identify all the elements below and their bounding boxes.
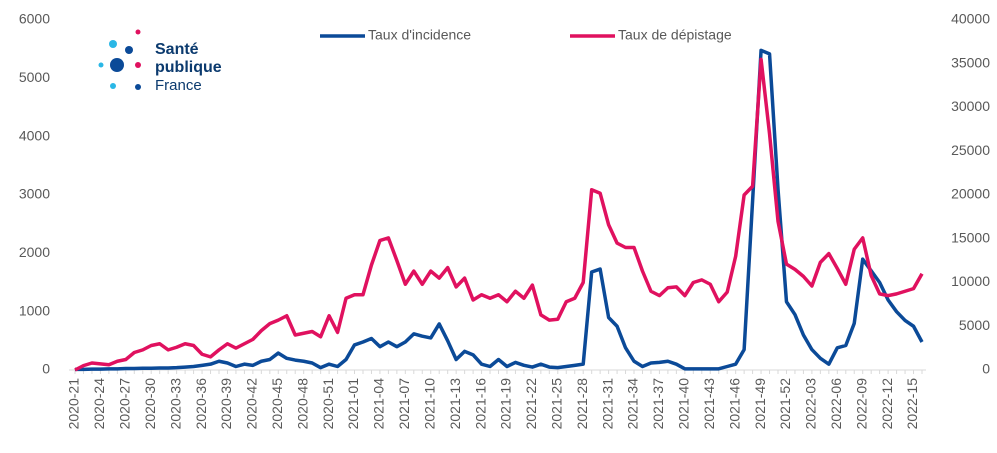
y2-tick-label: 30000 <box>951 98 990 114</box>
series-line <box>74 57 924 372</box>
x-tick-label: 2021-25 <box>548 378 564 430</box>
series-line <box>75 48 924 372</box>
x-tick-label: 2021-46 <box>726 378 742 430</box>
y-tick-label: 3000 <box>19 186 50 202</box>
y-tick-label: 5000 <box>19 69 50 85</box>
y-tick-label: 2000 <box>19 244 50 260</box>
x-tick-label: 2022-03 <box>803 378 819 430</box>
y-tick-label: 0 <box>42 361 50 377</box>
x-tick-label: 2020-39 <box>218 378 234 430</box>
x-tick-label: 2020-42 <box>244 378 260 430</box>
logo-dot <box>98 62 104 68</box>
y2-tick-label: 20000 <box>951 186 990 202</box>
x-tick-label: 2020-36 <box>193 378 209 430</box>
x-tick-label: 2020-24 <box>91 378 107 430</box>
x-tick-label: 2020-21 <box>66 378 82 430</box>
logo: Santé publique France <box>98 29 222 94</box>
y2-tick-label: 35000 <box>951 54 990 70</box>
x-tick-label: 2022-15 <box>904 378 920 430</box>
logo-dot <box>135 84 141 90</box>
x-tick-label: 2021-13 <box>447 378 463 430</box>
x-tick-label: 2021-19 <box>498 378 514 430</box>
x-tick-label: 2020-30 <box>142 378 158 430</box>
x-tick-label: 2021-34 <box>625 378 641 430</box>
x-tick-label: 2021-01 <box>345 378 361 430</box>
logo-dot <box>135 29 141 35</box>
logo-text: Santé <box>155 41 199 58</box>
x-tick-label: 2020-33 <box>167 378 183 430</box>
x-tick-label: 2021-49 <box>752 378 768 430</box>
x-tick-label: 2022-12 <box>879 378 895 430</box>
x-tick-label: 2022-09 <box>853 378 869 430</box>
logo-dot <box>135 62 141 68</box>
x-tick-label: 2020-48 <box>294 378 310 430</box>
x-tick-label: 2021-31 <box>599 378 615 430</box>
y2-tick-label: 25000 <box>951 142 990 158</box>
x-tick-label: 2021-52 <box>777 378 793 430</box>
x-tick-label: 2021-22 <box>523 378 539 430</box>
y2-tick-label: 15000 <box>951 229 990 245</box>
x-tick-label: 2021-37 <box>650 378 666 430</box>
x-tick-label: 2021-43 <box>701 378 717 430</box>
logo-dot <box>110 83 116 89</box>
logo-text: publique <box>155 59 222 76</box>
y-tick-label: 6000 <box>19 11 50 27</box>
x-tick-label: 2021-40 <box>676 378 692 430</box>
x-tick-label: 2021-10 <box>421 378 437 430</box>
x-tick-label: 2021-28 <box>574 378 590 430</box>
y2-tick-label: 40000 <box>951 11 990 27</box>
logo-dot <box>109 40 117 48</box>
y-tick-label: 1000 <box>19 302 50 318</box>
x-tick-label: 2021-16 <box>472 378 488 430</box>
legend-label: Taux de dépistage <box>618 27 732 43</box>
x-tick-label: 2020-51 <box>320 378 336 430</box>
logo-text: France <box>155 77 202 94</box>
y2-tick-label: 0 <box>982 361 990 377</box>
logo-dot <box>125 46 133 54</box>
y-tick-label: 4000 <box>19 127 50 143</box>
x-tick-label: 2022-06 <box>828 378 844 430</box>
x-tick-label: 2020-27 <box>117 378 133 430</box>
y2-tick-label: 10000 <box>951 273 990 289</box>
logo-dot <box>110 58 124 72</box>
x-tick-label: 2020-45 <box>269 378 285 430</box>
legend-label: Taux d'incidence <box>368 27 471 43</box>
x-tick-label: 2021-07 <box>396 378 412 430</box>
x-tick-label: 2021-04 <box>371 378 387 430</box>
y2-tick-label: 5000 <box>959 317 990 333</box>
